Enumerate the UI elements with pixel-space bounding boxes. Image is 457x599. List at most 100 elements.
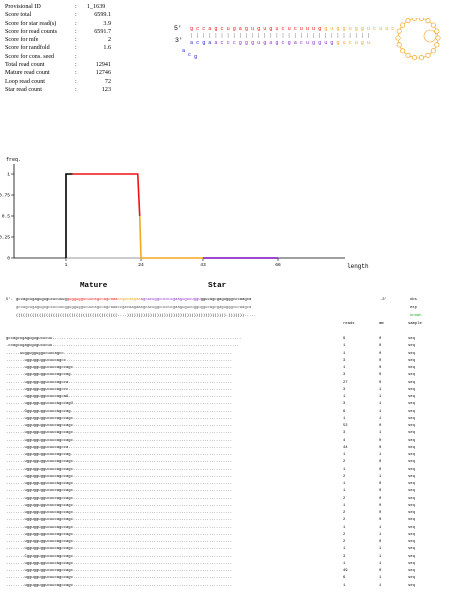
read-sequence: ......uuggugguggucuucagcc...............… [6, 351, 233, 356]
hairpin-base: g [336, 26, 339, 32]
x-tick-label: 1 [65, 262, 68, 268]
read-count: 1 [343, 547, 346, 552]
loop-base [434, 28, 440, 34]
summary-value: 72 [104, 78, 111, 85]
hairpin-base: a [239, 26, 242, 32]
y-tick-label: 0.25 [0, 235, 10, 241]
loop-base [396, 28, 402, 34]
read-sample: seq [408, 503, 415, 508]
hairpin-base: g [318, 26, 321, 32]
summary-colon: : [75, 78, 77, 85]
read-mismatch: 1 [379, 416, 382, 421]
read-count: 3 [343, 554, 346, 559]
summary-colon: : [75, 4, 77, 10]
read-sequence: ........uggugguggucuucagccagU...........… [6, 402, 233, 407]
read-sample: seq [408, 358, 415, 363]
col-sample-header: sample [408, 322, 422, 326]
loop-base [430, 48, 436, 54]
read-mismatch: 0 [379, 482, 382, 486]
summary-value: 2 [107, 37, 111, 44]
read-mismatch: 1 [379, 554, 382, 559]
summary-value: 1_1639 [87, 4, 106, 10]
read-mismatch: 0 [379, 366, 382, 370]
loop-base [411, 18, 418, 21]
hairpin-base: g [239, 40, 242, 46]
read-sequence: ........uggugguggucuucagccag............… [6, 373, 233, 378]
summary-label: Score for mfe [5, 37, 39, 44]
summary-colon: : [75, 70, 77, 77]
tag-obs: obs [410, 298, 417, 302]
read-sequence: ........uggugguggucuucagccagc...........… [6, 416, 233, 421]
read-mismatch: 0 [379, 373, 382, 378]
read-sample: seq [408, 445, 415, 450]
precursor-segment: ggucagcgagugggcccaagca [200, 298, 252, 302]
read-sample: seq [408, 431, 415, 436]
hairpin-base: c [282, 26, 285, 32]
read-count: 52 [343, 424, 348, 428]
read-sample: seq [408, 366, 415, 370]
summary-colon: : [75, 45, 77, 52]
read-count: 1 [343, 503, 346, 508]
summary-label: Mature read count [5, 70, 50, 77]
hairpin-base: g [263, 40, 266, 46]
read-sequence: .ccagcugagugugucucuu....................… [6, 344, 239, 349]
read-count: 9 [343, 337, 346, 341]
read-sample: seq [408, 569, 415, 573]
hairpin-base: c [196, 26, 199, 32]
read-mismatch: 1 [379, 525, 382, 530]
loop-base [395, 35, 401, 41]
mature-label: Mature [80, 282, 108, 290]
summary-row: Score for mfe: 2 [5, 36, 111, 44]
read-mismatch: 1 [379, 583, 382, 588]
hairpin-base: g [355, 26, 358, 32]
hairpin-base: u [343, 40, 346, 46]
hairpin-base: u [367, 26, 370, 32]
hairpin-base: u [306, 26, 309, 32]
read-count: 1 [343, 525, 346, 530]
read-mismatch: 0 [379, 518, 382, 523]
summary-row: Score for randfold: 1.6 [5, 44, 111, 52]
read-sample: seq [408, 351, 415, 356]
summary-row: Total read count: 12941 [5, 61, 111, 69]
loop-base [418, 55, 425, 61]
read-sample: seq [408, 583, 415, 588]
hairpin-base: a [182, 48, 185, 54]
hairpin-base: g [233, 26, 236, 32]
read-count: 3 [343, 373, 346, 378]
hairpin-base: c [202, 26, 205, 32]
read-sequence: ........uggugguggucuucagccagc...........… [6, 431, 233, 436]
read-count: 2 [343, 540, 346, 544]
suffix-3p: -3' [380, 298, 387, 302]
read-count: 4 [343, 438, 346, 443]
x-tick-label: 24 [138, 262, 144, 268]
read-count: 3 [343, 431, 346, 436]
hairpin-base: g [361, 26, 364, 32]
hairpin-base: u [367, 40, 370, 46]
hairpin-base: c [300, 40, 303, 46]
hairpin-base: u [349, 26, 352, 32]
read-sequence: ........uggugguggucuucagccagc...........… [6, 525, 233, 530]
read-mismatch: 0 [379, 358, 382, 363]
precursor-segment: gugguggucuucagccagcaaa [66, 298, 118, 302]
read-mismatch: 1 [379, 431, 382, 436]
coverage-line-mature [72, 173, 141, 217]
hairpin-3p-label: 3' [175, 37, 183, 44]
hairpin-base: u [312, 26, 315, 32]
prefix-5p: 5'- [6, 298, 13, 302]
read-mismatch: 0 [379, 496, 382, 501]
hairpin-base: g [330, 40, 333, 46]
summary-value: 6599.1 [94, 12, 111, 19]
summary-colon: : [75, 53, 77, 60]
read-sample: seq [408, 409, 415, 414]
summary-colon: : [75, 37, 77, 44]
loop-base [411, 55, 418, 61]
precursor-segment: agcacuggcuccucgaagugucuggu [140, 298, 201, 302]
precursor-segment: ccgacaagaa [117, 298, 141, 302]
read-sequence: ........uggugguggucuucagcc..............… [6, 358, 233, 363]
read-sequence: ........uggugguggucuucagccagc...........… [6, 561, 233, 566]
structure-line: ((((((((((((((((((((((((((((((((((((((((… [16, 314, 256, 318]
hairpin-base: c [227, 40, 230, 46]
hairpin-base: u [330, 26, 333, 32]
read-sequence: ........uggugguggucuucagccagc...........… [6, 424, 233, 428]
hairpin-base: a [190, 40, 193, 46]
